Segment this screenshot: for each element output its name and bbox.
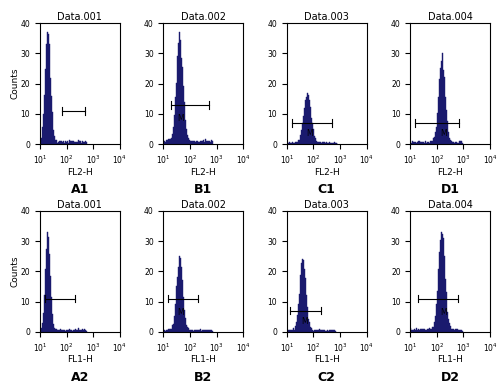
X-axis label: FL1-H: FL1-H (314, 356, 340, 364)
Text: M: M (440, 129, 447, 138)
Text: C1: C1 (318, 183, 336, 196)
X-axis label: FL1-H: FL1-H (190, 356, 216, 364)
Text: M: M (301, 317, 308, 326)
X-axis label: FL1-H: FL1-H (67, 356, 93, 364)
Y-axis label: Counts: Counts (10, 68, 19, 100)
Title: Data.004: Data.004 (428, 200, 472, 210)
Text: M: M (178, 308, 184, 317)
X-axis label: FL2-H: FL2-H (190, 168, 216, 177)
Title: Data.001: Data.001 (58, 12, 102, 22)
Text: D1: D1 (440, 183, 460, 196)
Text: M: M (440, 308, 447, 317)
Title: Data.003: Data.003 (304, 200, 349, 210)
X-axis label: FL2-H: FL2-H (314, 168, 340, 177)
X-axis label: FL1-H: FL1-H (437, 356, 463, 364)
Y-axis label: Counts: Counts (10, 256, 19, 287)
Text: B2: B2 (194, 371, 212, 384)
Title: Data.002: Data.002 (181, 12, 226, 22)
Text: M: M (306, 129, 312, 138)
Title: Data.003: Data.003 (304, 12, 349, 22)
Text: B1: B1 (194, 183, 212, 196)
Text: D2: D2 (440, 371, 460, 384)
X-axis label: FL2-H: FL2-H (67, 168, 92, 177)
Title: Data.001: Data.001 (58, 200, 102, 210)
Title: Data.002: Data.002 (181, 200, 226, 210)
X-axis label: FL2-H: FL2-H (438, 168, 463, 177)
Text: M: M (178, 114, 184, 123)
Text: A2: A2 (70, 371, 89, 384)
Title: Data.004: Data.004 (428, 12, 472, 22)
Text: C2: C2 (318, 371, 336, 384)
Text: A1: A1 (70, 183, 89, 196)
